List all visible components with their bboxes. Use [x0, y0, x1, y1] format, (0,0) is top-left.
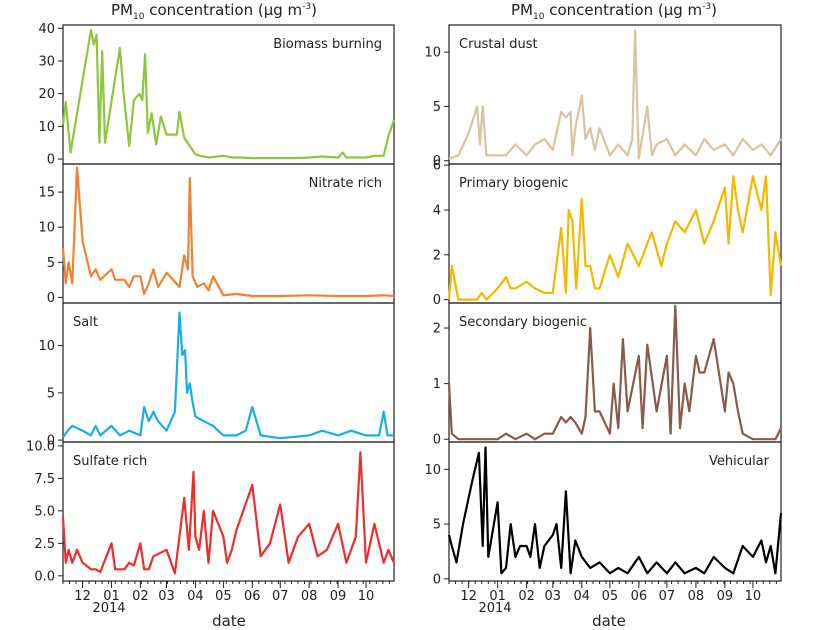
- biomass-burning-series-line: [61, 28, 396, 160]
- vehicular-ytick-label: 10: [424, 463, 441, 478]
- sulfate-rich-ytick-label: 5.0: [34, 504, 55, 519]
- primary-biogenic-ytick-label: 2: [433, 248, 441, 263]
- left-xtick-label: 08: [301, 589, 318, 604]
- right-xtick-label: 01: [489, 589, 506, 604]
- biomass-burning-ytick-label: 10: [38, 120, 55, 135]
- crustal-dust-ytick-label: 0: [433, 154, 441, 169]
- biomass-burning-label: Biomass burning: [273, 37, 382, 52]
- sulfate-rich-ytick-label: 0.0: [34, 569, 55, 584]
- salt-ytick-label: 5: [47, 386, 55, 401]
- nitrate-rich-series-line: [61, 166, 395, 298]
- secondary-biogenic-ytick-label: 0: [433, 433, 441, 448]
- left-xtick-label: 04: [187, 589, 204, 604]
- crustal-dust-ytick-label: 5: [433, 100, 441, 115]
- nitrate-rich-ytick-label: 15: [38, 186, 55, 201]
- left-xtick-label: 07: [272, 589, 289, 604]
- secondary-biogenic-ytick-label: 2: [433, 322, 441, 337]
- crustal-dust-series-line: [448, 29, 782, 160]
- secondary-biogenic-label: Secondary biogenic: [459, 315, 587, 330]
- right-xtick-label: 07: [659, 589, 676, 604]
- vehicular-ytick-label: 5: [433, 518, 441, 533]
- vehicular-panel: 0 5 10 Vehicular: [424, 441, 783, 587]
- left-xtick-label: 12: [74, 589, 91, 604]
- sulfate-rich-frame: [62, 441, 395, 582]
- secondary-biogenic-series-line: [447, 304, 782, 441]
- left-column-title: PM10 concentration (µg m-3): [111, 1, 317, 22]
- right-xtick-label: 04: [574, 589, 591, 604]
- salt-series-line: [62, 311, 394, 440]
- sulfate-rich-ytick-label: 10.0: [26, 439, 55, 454]
- right-x-axis-label: date: [592, 612, 626, 630]
- left-xtick-label: 01: [103, 589, 120, 604]
- primary-biogenic-ytick-label: 0: [433, 293, 441, 308]
- right-year-label: 2014: [478, 601, 511, 616]
- salt-frame: [62, 302, 395, 443]
- vehicular-series-line: [447, 446, 783, 575]
- sulfate-rich-ytick-label: 2.5: [34, 537, 55, 552]
- left-xtick-label: 05: [215, 589, 232, 604]
- right-xtick-label: 09: [717, 589, 734, 604]
- right-xtick-label: 03: [545, 589, 562, 604]
- right-x-axis: 12 01 02 03 04 05 06 07 08 09 10: [448, 581, 777, 604]
- left-xtick-label: 10: [358, 589, 375, 604]
- right-column-title: PM10 concentration (µg m-3): [511, 1, 717, 22]
- biomass-burning-panel: 0 10 20 30 40 Biomass burning: [38, 22, 396, 168]
- primary-biogenic-label: Primary biogenic: [459, 176, 568, 191]
- secondary-biogenic-ytick-label: 1: [433, 377, 441, 392]
- left-xtick-label: 09: [330, 589, 347, 604]
- sulfate-rich-series-line: [61, 451, 396, 575]
- left-xtick-label: 06: [244, 589, 261, 604]
- primary-biogenic-ytick-label: 4: [433, 203, 441, 218]
- vehicular-ytick-label: 0: [433, 572, 441, 587]
- crustal-dust-ytick-label: 10: [424, 46, 441, 61]
- right-xtick-label: 12: [460, 589, 477, 604]
- left-xtick-label: 03: [158, 589, 175, 604]
- left-x-axis-label: date: [212, 612, 246, 630]
- nitrate-rich-ytick-label: 10: [38, 221, 55, 236]
- nitrate-rich-ytick-label: 5: [47, 256, 55, 271]
- left-year-label: 2014: [92, 601, 125, 616]
- nitrate-rich-label: Nitrate rich: [309, 176, 382, 191]
- sulfate-rich-label: Sulfate rich: [73, 454, 147, 469]
- nitrate-rich-ytick-label: 0: [47, 291, 55, 306]
- right-xtick-label: 05: [602, 589, 619, 604]
- salt-ytick-label: 0: [47, 434, 55, 449]
- sulfate-rich-ytick-label: 7.5: [34, 472, 55, 487]
- biomass-burning-ytick-label: 40: [38, 22, 55, 37]
- salt-label: Salt: [73, 315, 98, 330]
- right-xtick-label: 06: [631, 589, 648, 604]
- nitrate-rich-panel: 0 5 10 15 Nitrate rich: [38, 163, 395, 306]
- right-xtick-label: 02: [518, 589, 535, 604]
- primary-biogenic-ytick-label: 6: [433, 159, 441, 174]
- biomass-burning-ytick-label: 30: [38, 54, 55, 69]
- vehicular-label: Vehicular: [709, 454, 770, 469]
- vehicular-frame: [448, 441, 782, 582]
- crustal-dust-panel: 0 5 10 Crustal dust: [424, 24, 782, 169]
- primary-biogenic-series-line: [447, 175, 783, 301]
- right-xtick-label: 10: [745, 589, 762, 604]
- salt-panel: 0 5 10 Salt: [38, 302, 395, 449]
- primary-biogenic-panel: 0 2 4 6 Primary biogenic: [433, 159, 783, 308]
- right-xtick-label: 08: [688, 589, 705, 604]
- left-xtick-label: 02: [132, 589, 149, 604]
- biomass-burning-ytick-label: 20: [38, 87, 55, 102]
- secondary-biogenic-panel: 0 1 2 Secondary biogenic: [433, 302, 782, 448]
- crustal-dust-label: Crustal dust: [459, 37, 538, 52]
- sulfate-rich-panel: 0.0 2.5 5.0 7.5 10.0 Sulfate rich: [26, 439, 396, 584]
- biomass-burning-ytick-label: 0: [47, 153, 55, 168]
- salt-ytick-label: 10: [38, 339, 55, 354]
- left-x-axis: 12 01 02 03 04 05 06 07 08 09 10: [62, 581, 390, 604]
